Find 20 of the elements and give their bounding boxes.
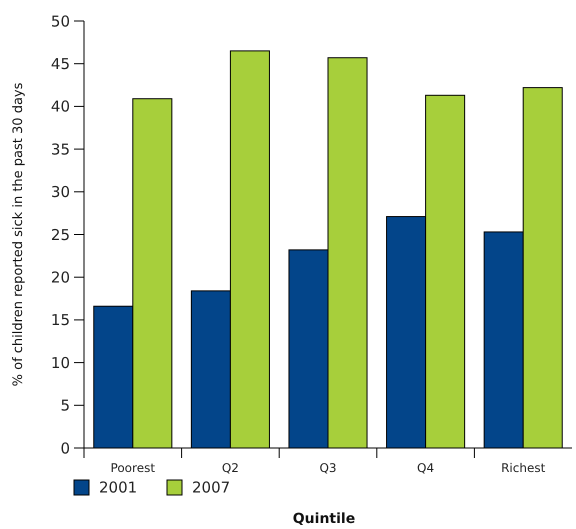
y-tick-label: 0 bbox=[60, 439, 70, 458]
y-tick-label: 20 bbox=[50, 268, 70, 286]
x-tick-label: Q2 bbox=[222, 461, 239, 475]
y-tick-label: 25 bbox=[50, 226, 70, 244]
x-tick-label: Q3 bbox=[319, 461, 337, 475]
legend-label: 2007 bbox=[192, 478, 230, 496]
y-tick-label: 5 bbox=[60, 396, 70, 415]
y-tick-label: 40 bbox=[50, 98, 70, 116]
y-axis-title: % of children reported sick in the past 30 days bbox=[11, 82, 26, 386]
y-tick-label: 15 bbox=[50, 311, 70, 330]
x-axis-title: Quintile bbox=[292, 511, 356, 527]
y-tick-label: 10 bbox=[50, 354, 70, 372]
y-tick-label: 50 bbox=[50, 12, 70, 30]
y-tick-label: 35 bbox=[50, 140, 70, 158]
x-tick-label: Q4 bbox=[417, 461, 434, 475]
x-tick-label: Poorest bbox=[110, 461, 156, 475]
legend-label: 2001 bbox=[99, 478, 138, 496]
y-tick-label: 30 bbox=[50, 183, 70, 202]
x-tick-label: Richest bbox=[501, 461, 546, 475]
y-tick-label: 45 bbox=[50, 54, 70, 73]
